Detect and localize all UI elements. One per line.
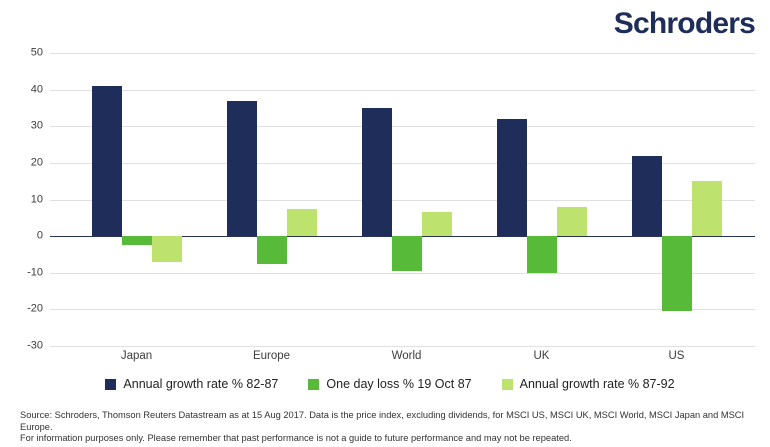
y-tick-label: -10 [27,266,43,279]
source-note: Source: Schroders, Thomson Reuters Datas… [20,410,760,445]
legend-swatch-icon [105,378,117,390]
bar-uk-series-1 [526,236,557,273]
y-tick-label: -20 [27,302,43,315]
bar-us-series-0 [631,155,662,237]
bar-group-us [631,53,722,346]
legend-item-2: Annual growth rate % 87-92 [501,377,675,391]
bar-us-series-2 [691,181,722,237]
bar-group-europe [226,53,317,346]
gridline [50,309,755,311]
x-tick-label-japan: Japan [120,350,153,362]
bar-group-uk [496,53,587,346]
y-tick-label: 30 [30,119,43,132]
y-tick-label: 10 [30,192,43,205]
y-tick-label: 0 [36,229,43,242]
source-note-line1: Source: Schroders, Thomson Reuters Datas… [20,410,745,432]
bar-uk-series-0 [496,118,527,237]
legend-label: Annual growth rate % 82-87 [123,377,279,391]
x-tick-label-us: US [668,350,685,362]
legend-swatch-icon [308,378,320,390]
y-tick-label: -30 [27,339,43,352]
x-tick-label-world: World [391,350,422,362]
gridline [50,53,755,54]
schroders-logo: Schroders [613,7,756,40]
gridline [50,272,755,274]
bar-world-series-2 [421,212,452,237]
bar-europe-series-1 [256,236,287,264]
bar-us-series-1 [661,236,692,312]
bar-group-japan [91,53,182,346]
legend-label: Annual growth rate % 87-92 [519,377,675,391]
legend-item-1: One day loss % 19 Oct 87 [308,377,472,391]
bar-uk-series-2 [556,206,587,237]
bar-europe-series-0 [226,100,257,237]
gridline [50,126,755,128]
x-tick-label-europe: Europe [252,350,291,362]
legend-label: One day loss % 19 Oct 87 [326,377,472,391]
bar-group-world [361,53,452,346]
gridline [50,346,755,347]
x-axis-labels: Japan Europe World UK US [50,350,755,364]
bar-japan-series-0 [91,85,122,237]
bar-japan-series-1 [121,236,152,246]
source-note-line2: For information purposes only. Please re… [20,433,572,443]
bar-europe-series-2 [286,208,317,237]
y-tick-label: 50 [30,46,43,59]
chart-legend: Annual growth rate % 82-87 One day loss %… [10,377,770,391]
legend-swatch-icon [501,378,513,390]
y-tick-label: 20 [30,156,43,169]
bar-world-series-0 [361,107,392,237]
y-tick-label: 40 [30,83,43,96]
gridline [50,199,755,201]
bar-japan-series-2 [151,236,182,262]
chart-plot-area: 50 40 30 20 10 0 -10 -20 -30 [27,46,755,351]
legend-item-0: Annual growth rate % 82-87 [105,377,278,391]
gridline [50,89,755,91]
x-tick-label-uk: UK [533,350,550,362]
gridline [50,162,755,164]
bar-world-series-1 [391,236,422,271]
